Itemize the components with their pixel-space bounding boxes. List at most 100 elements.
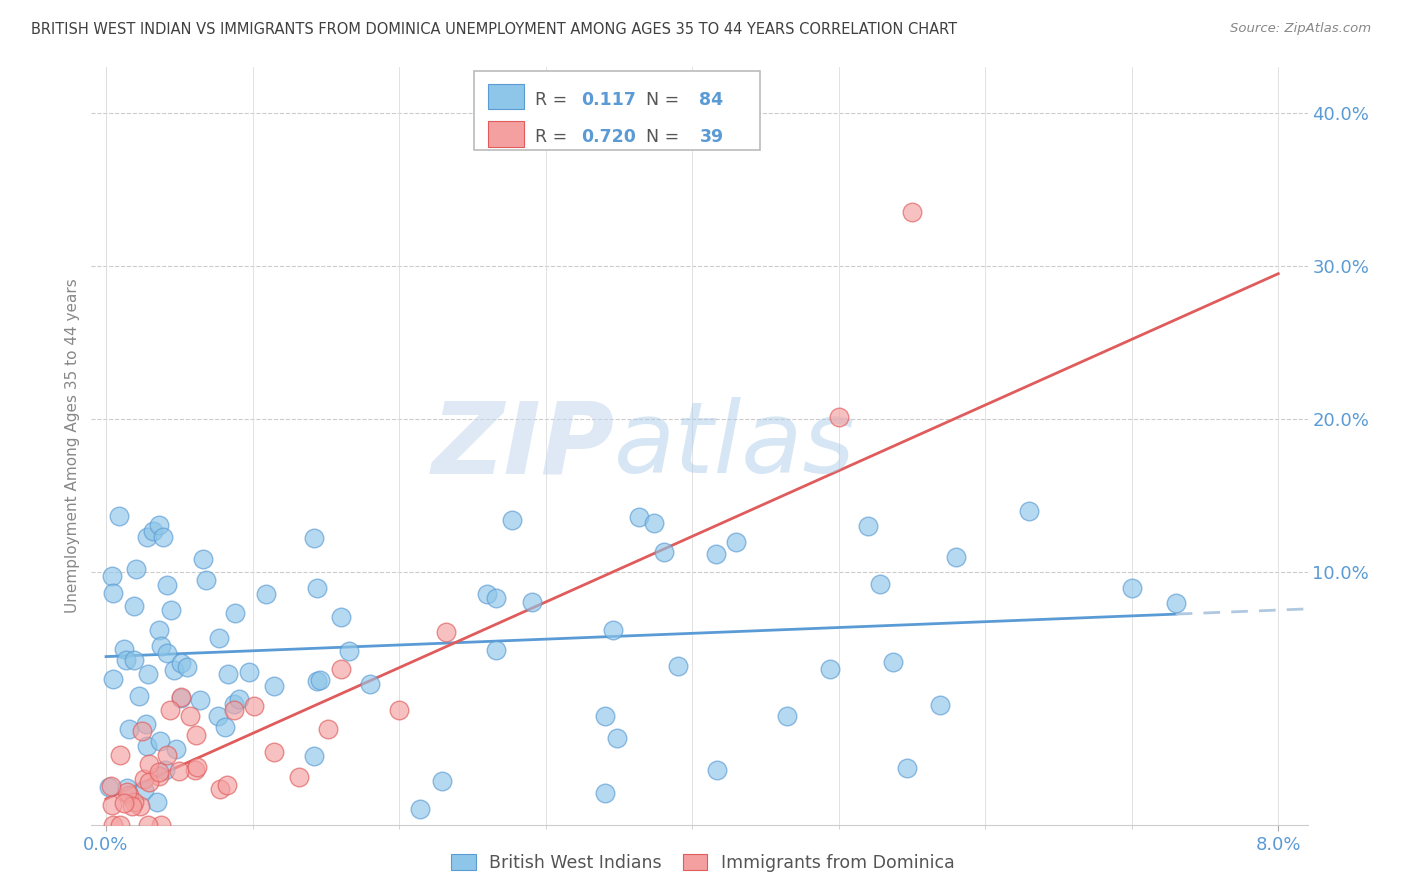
Point	[112, 641, 135, 656]
Point	[308, 673, 330, 687]
Point	[316, 722, 339, 736]
Point	[160, 602, 183, 616]
Point	[207, 709, 229, 723]
Point	[222, 697, 245, 711]
Point	[304, 748, 326, 763]
Legend: British West Indians, Immigrants from Dominica: British West Indians, Immigrants from Do…	[444, 847, 962, 879]
Point	[330, 610, 353, 624]
Point	[112, 796, 135, 810]
Point	[214, 720, 236, 734]
Text: 0.720: 0.720	[582, 128, 637, 145]
Point	[776, 708, 799, 723]
Point	[652, 545, 675, 559]
FancyBboxPatch shape	[488, 84, 524, 110]
Point	[209, 782, 232, 797]
Text: Source: ZipAtlas.com: Source: ZipAtlas.com	[1230, 22, 1371, 36]
Point	[115, 781, 138, 796]
Point	[208, 632, 231, 646]
Point	[169, 764, 191, 778]
Point	[434, 625, 457, 640]
Point	[238, 665, 260, 680]
Point	[159, 703, 181, 717]
Point	[485, 643, 508, 657]
Text: atlas: atlas	[614, 398, 856, 494]
Point	[101, 672, 124, 686]
Point	[828, 410, 851, 425]
Point	[136, 818, 159, 832]
Point	[288, 770, 311, 784]
Text: R =: R =	[536, 128, 574, 145]
Point	[477, 587, 499, 601]
Point	[193, 551, 215, 566]
Point	[134, 783, 156, 797]
Point	[882, 655, 904, 669]
Point	[186, 729, 208, 743]
Point	[215, 778, 238, 792]
Point	[98, 780, 121, 794]
Y-axis label: Unemployment Among Ages 35 to 44 years: Unemployment Among Ages 35 to 44 years	[65, 278, 80, 614]
Point	[254, 587, 277, 601]
Point	[156, 646, 179, 660]
Point	[100, 780, 122, 794]
Point	[108, 748, 131, 763]
Point	[156, 578, 179, 592]
Point	[388, 702, 411, 716]
Point	[122, 653, 145, 667]
Point	[263, 679, 285, 693]
Point	[606, 731, 628, 745]
Text: BRITISH WEST INDIAN VS IMMIGRANTS FROM DOMINICA UNEMPLOYMENT AMONG AGES 35 TO 44: BRITISH WEST INDIAN VS IMMIGRANTS FROM D…	[31, 22, 957, 37]
Point	[666, 659, 689, 673]
Point	[148, 768, 170, 782]
Point	[108, 818, 131, 832]
Point	[643, 516, 665, 530]
Point	[117, 785, 139, 799]
Point	[176, 660, 198, 674]
Point	[148, 764, 170, 779]
Point	[337, 644, 360, 658]
Point	[856, 519, 879, 533]
Point	[188, 693, 211, 707]
Point	[224, 606, 246, 620]
Point	[485, 591, 508, 606]
Point	[706, 763, 728, 777]
Point	[138, 774, 160, 789]
Point	[101, 569, 124, 583]
Point	[121, 799, 143, 814]
Point	[945, 549, 967, 564]
Point	[135, 716, 157, 731]
Point	[818, 662, 841, 676]
Point	[124, 599, 146, 614]
Point	[149, 734, 172, 748]
Text: N =: N =	[636, 90, 685, 109]
Point	[593, 708, 616, 723]
Point	[186, 760, 208, 774]
Point	[122, 795, 145, 809]
Point	[115, 653, 138, 667]
Point	[131, 724, 153, 739]
Point	[1121, 581, 1143, 595]
Point	[901, 205, 924, 219]
Point	[146, 795, 169, 809]
Point	[896, 761, 918, 775]
Point	[150, 639, 173, 653]
Point	[627, 509, 650, 524]
Point	[224, 704, 246, 718]
Point	[704, 547, 727, 561]
Text: ZIP: ZIP	[432, 398, 614, 494]
Text: 39: 39	[699, 128, 724, 145]
Point	[118, 723, 141, 737]
Point	[136, 739, 159, 753]
Point	[593, 786, 616, 800]
Text: 84: 84	[699, 90, 724, 109]
Point	[307, 674, 329, 689]
Point	[179, 709, 201, 723]
Point	[107, 509, 129, 524]
Text: N =: N =	[636, 128, 685, 145]
Point	[501, 512, 523, 526]
Point	[359, 676, 381, 690]
Point	[155, 763, 177, 777]
Point	[170, 656, 193, 670]
Point	[409, 802, 432, 816]
Point	[330, 662, 353, 676]
Point	[228, 692, 250, 706]
